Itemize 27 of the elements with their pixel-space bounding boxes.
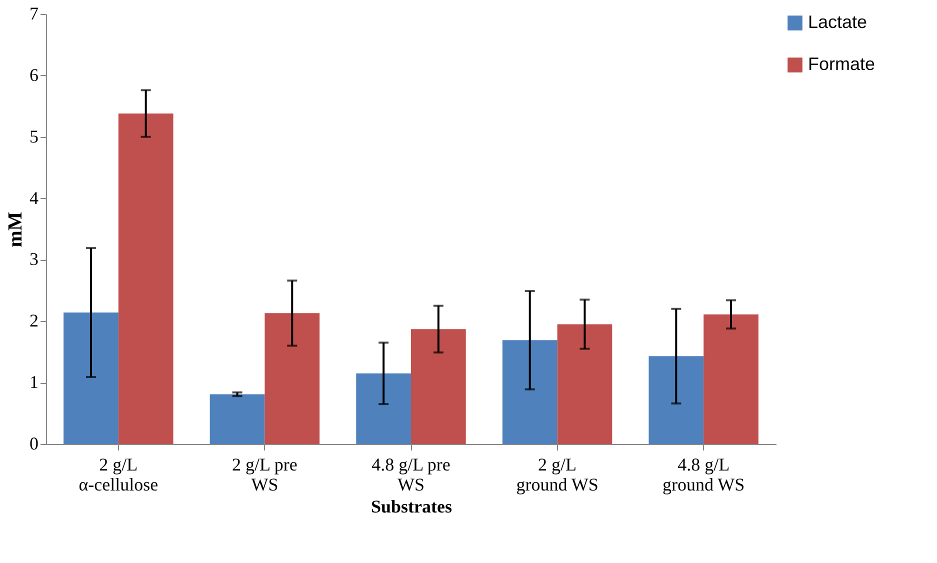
x-tick-label: 2 g/L ground WS [516,454,598,494]
y-tick-label: 1 [30,372,38,392]
bar [411,329,466,444]
y-tick-label: 4 [30,188,38,208]
y-tick-label: 0 [30,434,38,454]
x-tick-label: 2 g/L pre WS [232,454,298,494]
x-tick-label: 4.8 g/L ground WS [662,454,745,494]
y-axis-title: mM [4,212,26,248]
bar [118,114,174,444]
bar [704,314,758,444]
y-tick-label: 3 [30,249,38,270]
x-tick-label: 4.8 g/L pre WS [372,454,450,494]
bar [648,356,704,444]
y-tick-label: 2 [30,310,38,331]
y-tick-label: 6 [30,64,38,85]
bar [502,340,558,444]
y-tick-label: 5 [30,126,38,146]
bar [356,373,411,444]
bar [557,324,612,444]
y-tick-label: 7 [30,4,38,24]
legend-label: Lactate [808,12,868,32]
bar [210,394,265,444]
bar [264,313,320,444]
bar [64,312,118,444]
x-axis-title: Substrates [370,496,452,516]
legend-label: Formate [808,54,876,74]
x-tick-label: 2 g/L α-cellulose [78,454,158,494]
